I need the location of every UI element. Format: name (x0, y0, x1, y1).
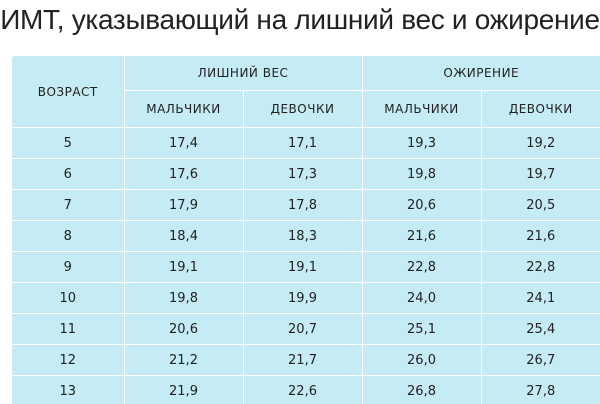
overweight-boys-cell: 17,9 (124, 189, 244, 221)
age-column-header: ВОЗРАСТ (12, 56, 125, 128)
group-header-row: ВОЗРАСТ ЛИШНИЙ ВЕС ОЖИРЕНИЕ (12, 56, 600, 128)
age-cell: 6 (12, 158, 125, 190)
overweight-girls-cell: 18,3 (243, 220, 363, 252)
table-row: 10 19,8 19,9 24,0 24,1 (12, 282, 600, 314)
obesity-boys-cell: 21,6 (362, 220, 482, 252)
table-row: 11 20,6 20,7 25,1 25,4 (12, 313, 600, 345)
overweight-boys-cell: 21,2 (124, 344, 244, 376)
obesity-girls-cell: 20,5 (481, 189, 600, 221)
overweight-girls-cell: 17,3 (243, 158, 363, 190)
obesity-boys-cell: 22,8 (362, 251, 482, 283)
table-row: 9 19,1 19,1 22,8 22,8 (12, 251, 600, 283)
obesity-boys-cell: 19,3 (362, 127, 482, 159)
overweight-boys-cell: 21,9 (124, 375, 244, 404)
table-row: 13 21,9 22,6 26,8 27,8 (12, 375, 600, 404)
obesity-girls-cell: 25,4 (481, 313, 600, 345)
obesity-boys-cell: 26,8 (362, 375, 482, 404)
overweight-girls-cell: 17,1 (243, 127, 363, 159)
obesity-girls-cell: 22,8 (481, 251, 600, 283)
overweight-boys-cell: 18,4 (124, 220, 244, 252)
obesity-girls-header: ДЕВОЧКИ (508, 102, 573, 116)
table-row: 5 17,4 17,1 19,3 19,2 (12, 127, 600, 159)
age-cell: 10 (12, 282, 125, 314)
obesity-boys-cell: 24,0 (362, 282, 482, 314)
bmi-table: ВОЗРАСТ ЛИШНИЙ ВЕС ОЖИРЕНИЕ МАЛЬЧИКИ ДЕВ… (12, 56, 600, 404)
overweight-girls-cell: 21,7 (243, 344, 363, 376)
overweight-girls-header: ДЕВОЧКИ (243, 90, 363, 128)
page-title: ИМТ, указывающий на лишний вес и ожирени… (0, 4, 600, 35)
age-cell: 12 (12, 344, 125, 376)
overweight-boys-cell: 19,8 (124, 282, 244, 314)
obesity-girls-cell: 21,6 (481, 220, 600, 252)
age-cell: 7 (12, 189, 125, 221)
obesity-girls-cell: 19,2 (481, 127, 600, 159)
overweight-girls-cell: 19,9 (243, 282, 363, 314)
obesity-girls-cell: 26,7 (481, 344, 600, 376)
table-row: 7 17,9 17,8 20,6 20,5 (12, 189, 600, 221)
age-cell: 5 (12, 127, 125, 159)
overweight-group-header: ЛИШНИЙ ВЕС (124, 56, 363, 91)
age-cell: 13 (12, 375, 125, 404)
overweight-girls-cell: 19,1 (243, 251, 363, 283)
table-row: 8 18,4 18,3 21,6 21,6 (12, 220, 600, 252)
obesity-boys-header: МАЛЬЧИКИ (362, 90, 482, 128)
bmi-table-container: ВОЗРАСТ ЛИШНИЙ ВЕС ОЖИРЕНИЕ МАЛЬЧИКИ ДЕВ… (12, 56, 600, 404)
overweight-boys-cell: 19,1 (124, 251, 244, 283)
obesity-group-header: ОЖИРЕНИЕ (362, 56, 600, 91)
table-row: 12 21,2 21,7 26,0 26,7 (12, 344, 600, 376)
overweight-girls-cell: 22,6 (243, 375, 363, 404)
obesity-boys-cell: 26,0 (362, 344, 482, 376)
age-cell: 11 (12, 313, 125, 345)
age-cell: 9 (12, 251, 125, 283)
obesity-boys-cell: 20,6 (362, 189, 482, 221)
table-row: 6 17,6 17,3 19,8 19,7 (12, 158, 600, 190)
obesity-girls-cell: 19,7 (481, 158, 600, 190)
obesity-girls-cell: 24,1 (481, 282, 600, 314)
obesity-girls-cell: 27,8 (481, 375, 600, 404)
overweight-boys-cell: 17,4 (124, 127, 244, 159)
overweight-boys-header: МАЛЬЧИКИ (124, 90, 244, 128)
subheader-row: МАЛЬЧИКИ ДЕВОЧКИ МАЛЬЧИКИ ДЕВОЧКИ (12, 90, 600, 128)
overweight-girls-cell: 17,8 (243, 189, 363, 221)
overweight-girls-cell: 20,7 (243, 313, 363, 345)
obesity-boys-cell: 19,8 (362, 158, 482, 190)
age-cell: 8 (12, 220, 125, 252)
overweight-boys-cell: 17,6 (124, 158, 244, 190)
obesity-boys-cell: 25,1 (362, 313, 482, 345)
overweight-boys-cell: 20,6 (124, 313, 244, 345)
